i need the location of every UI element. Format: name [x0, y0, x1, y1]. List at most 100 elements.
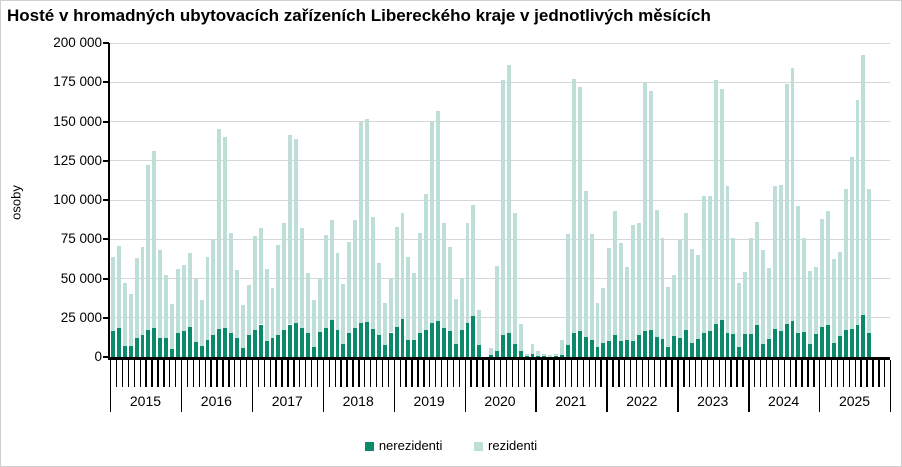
bar-rezidenti [843, 188, 848, 331]
bar-nerezidenti [323, 327, 328, 357]
month-tick [245, 360, 248, 387]
x-year-label: 2016 [200, 393, 232, 409]
bar-nerezidenti [778, 330, 783, 357]
bar-rezidenti [737, 282, 742, 347]
month-tick [718, 360, 721, 387]
bar-nerezidenti [128, 346, 133, 357]
bar-nerezidenti [524, 356, 529, 357]
legend-item-rezidenti: rezidenti [474, 438, 537, 453]
month-tick [754, 360, 756, 387]
month-tick [204, 360, 206, 387]
bar-rezidenti [347, 241, 352, 333]
month-tick [169, 360, 171, 387]
bar-nerezidenti [743, 334, 748, 357]
bar-nerezidenti [181, 330, 186, 357]
month-tick [240, 360, 242, 387]
bar-rezidenti [855, 99, 860, 325]
year-separator-tick [322, 360, 325, 412]
bar-rezidenti [666, 286, 671, 347]
month-tick [505, 360, 508, 387]
gridline [110, 42, 890, 44]
year-separator-tick [819, 360, 821, 412]
month-tick [647, 360, 650, 387]
bar-nerezidenti [560, 354, 564, 357]
month-tick [813, 360, 815, 387]
bar-rezidenti [122, 283, 127, 346]
bar-nerezidenti [158, 338, 163, 357]
bar-nerezidenti [636, 334, 641, 357]
bar-rezidenti [246, 284, 251, 335]
month-tick [736, 360, 738, 387]
bar-rezidenti [684, 212, 689, 330]
month-tick [192, 360, 195, 387]
bar-rezidenti [566, 234, 570, 345]
bar-nerezidenti [229, 333, 234, 357]
bar-rezidenti [512, 212, 517, 345]
month-tick [706, 360, 709, 387]
month-tick [198, 360, 201, 387]
bar-nerezidenti [276, 334, 281, 357]
bar-rezidenti [755, 221, 759, 326]
month-tick [305, 360, 307, 387]
bar-nerezidenti [725, 332, 730, 357]
bar-nerezidenti [223, 327, 228, 357]
bar-rezidenti [571, 79, 576, 334]
month-tick [683, 360, 685, 387]
bar-rezidenti [690, 249, 694, 343]
bar-rezidenti [837, 252, 842, 337]
bar-nerezidenti [619, 341, 624, 357]
bar-rezidenti [193, 278, 198, 342]
bar-rezidenti [583, 190, 588, 337]
month-tick [612, 360, 614, 387]
x-year-label: 2018 [342, 393, 374, 409]
bar-nerezidenti [211, 334, 216, 357]
bar-rezidenti [601, 287, 606, 344]
y-tick [103, 316, 109, 319]
y-tick-label: 50 000 [60, 270, 102, 286]
bar-nerezidenti [371, 328, 375, 357]
bar-nerezidenti [554, 356, 559, 357]
bar-rezidenti [696, 255, 700, 339]
bar-rezidenti [170, 303, 174, 349]
month-tick [127, 360, 130, 387]
month-tick [163, 360, 165, 387]
month-tick [310, 360, 313, 387]
month-tick [257, 360, 260, 387]
bar-nerezidenti [300, 327, 304, 357]
legend: nerezidenti rezidenti [0, 438, 902, 453]
month-tick [269, 360, 271, 387]
bar-nerezidenti [607, 340, 612, 357]
month-tick [216, 360, 218, 387]
month-tick [600, 360, 602, 387]
month-tick [511, 360, 514, 387]
bar-rezidenti [506, 64, 511, 333]
year-separator-tick [748, 360, 750, 412]
month-tick [771, 360, 774, 387]
bar-rezidenti [441, 222, 446, 329]
month-tick [115, 360, 118, 387]
month-tick [529, 360, 531, 387]
bar-nerezidenti [660, 338, 665, 357]
month-tick [370, 360, 372, 387]
y-tick [103, 120, 109, 123]
month-tick [151, 360, 153, 387]
bar-rezidenti [335, 252, 340, 330]
bar-nerezidenti [536, 355, 541, 357]
bar-nerezidenti [577, 330, 582, 357]
bar-nerezidenti [306, 332, 310, 357]
month-tick [724, 360, 726, 387]
bar-rezidenti [205, 256, 210, 341]
bar-rezidenti [725, 185, 730, 333]
bar-rezidenti [465, 222, 470, 323]
bar-rezidenti [501, 80, 505, 336]
month-tick [848, 360, 851, 387]
month-tick [228, 360, 230, 387]
bar-nerezidenti [855, 324, 860, 357]
bar-nerezidenti [205, 340, 210, 357]
y-axis-line [108, 43, 110, 359]
bar-rezidenti [270, 287, 275, 338]
bar-rezidenti [477, 309, 482, 345]
bar-nerezidenti [122, 345, 127, 357]
month-tick [186, 360, 189, 387]
bar-nerezidenti [477, 344, 482, 357]
